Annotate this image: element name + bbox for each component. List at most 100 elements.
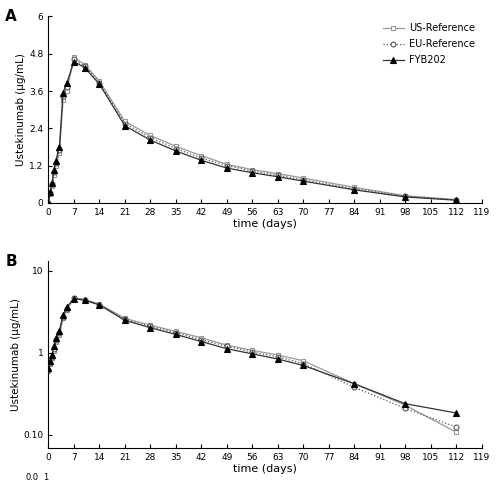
FYB202 bbox=[122, 318, 128, 323]
FYB202 bbox=[46, 365, 52, 371]
Line: EU-Reference: EU-Reference bbox=[46, 57, 459, 205]
US-Reference bbox=[198, 335, 204, 341]
EU-Reference bbox=[198, 337, 204, 343]
EU-Reference bbox=[351, 186, 357, 192]
US-Reference bbox=[49, 355, 55, 361]
US-Reference bbox=[51, 348, 57, 354]
FYB202 bbox=[64, 304, 70, 310]
FYB202 bbox=[351, 187, 357, 193]
US-Reference bbox=[71, 55, 77, 60]
US-Reference bbox=[64, 307, 70, 313]
FYB202 bbox=[300, 178, 306, 184]
US-Reference bbox=[96, 78, 102, 84]
US-Reference bbox=[173, 329, 179, 334]
FYB202 bbox=[71, 296, 77, 302]
EU-Reference bbox=[46, 367, 52, 373]
FYB202 bbox=[49, 180, 55, 185]
FYB202 bbox=[148, 137, 154, 143]
EU-Reference bbox=[250, 349, 256, 355]
US-Reference bbox=[402, 402, 408, 408]
EU-Reference bbox=[173, 330, 179, 336]
EU-Reference bbox=[275, 172, 281, 178]
EU-Reference bbox=[122, 317, 128, 322]
FYB202 bbox=[53, 335, 59, 341]
US-Reference bbox=[60, 316, 66, 321]
FYB202 bbox=[250, 351, 256, 357]
US-Reference bbox=[275, 352, 281, 358]
EU-Reference bbox=[224, 343, 230, 349]
EU-Reference bbox=[351, 384, 357, 390]
US-Reference bbox=[53, 339, 59, 345]
EU-Reference bbox=[49, 182, 55, 187]
EU-Reference bbox=[148, 135, 154, 140]
US-Reference bbox=[48, 191, 54, 197]
FYB202 bbox=[224, 346, 230, 352]
FYB202 bbox=[48, 358, 54, 363]
US-Reference bbox=[46, 200, 52, 206]
FYB202 bbox=[453, 197, 459, 203]
FYB202 bbox=[402, 194, 408, 200]
Line: EU-Reference: EU-Reference bbox=[46, 296, 459, 429]
Line: FYB202: FYB202 bbox=[46, 59, 459, 206]
US-Reference bbox=[224, 342, 230, 348]
FYB202 bbox=[96, 81, 102, 87]
FYB202 bbox=[250, 170, 256, 176]
FYB202 bbox=[453, 410, 459, 416]
Text: 0.0: 0.0 bbox=[26, 472, 39, 482]
US-Reference bbox=[56, 150, 62, 156]
EU-Reference bbox=[96, 302, 102, 307]
US-Reference bbox=[351, 184, 357, 190]
FYB202 bbox=[173, 332, 179, 337]
EU-Reference bbox=[402, 194, 408, 199]
EU-Reference bbox=[453, 197, 459, 203]
FYB202 bbox=[51, 167, 57, 173]
EU-Reference bbox=[64, 84, 70, 90]
EU-Reference bbox=[224, 163, 230, 168]
FYB202 bbox=[82, 65, 88, 71]
FYB202 bbox=[224, 165, 230, 171]
FYB202 bbox=[122, 123, 128, 129]
US-Reference bbox=[56, 332, 62, 338]
Legend: US-Reference, EU-Reference, FYB202: US-Reference, EU-Reference, FYB202 bbox=[380, 21, 477, 67]
FYB202 bbox=[96, 302, 102, 308]
X-axis label: time (days): time (days) bbox=[233, 220, 297, 229]
US-Reference bbox=[275, 171, 281, 177]
FYB202 bbox=[48, 189, 54, 195]
EU-Reference bbox=[82, 297, 88, 303]
Text: A: A bbox=[5, 9, 17, 24]
FYB202 bbox=[402, 401, 408, 407]
EU-Reference bbox=[122, 121, 128, 126]
US-Reference bbox=[46, 368, 52, 374]
EU-Reference bbox=[53, 160, 59, 166]
EU-Reference bbox=[48, 190, 54, 196]
EU-Reference bbox=[56, 147, 62, 153]
Line: FYB202: FYB202 bbox=[46, 296, 459, 416]
US-Reference bbox=[51, 172, 57, 178]
US-Reference bbox=[148, 322, 154, 328]
EU-Reference bbox=[49, 354, 55, 360]
US-Reference bbox=[71, 295, 77, 301]
FYB202 bbox=[275, 174, 281, 180]
X-axis label: time (days): time (days) bbox=[233, 464, 297, 474]
Text: B: B bbox=[5, 254, 17, 269]
FYB202 bbox=[82, 298, 88, 303]
US-Reference bbox=[148, 133, 154, 138]
EU-Reference bbox=[96, 80, 102, 86]
EU-Reference bbox=[300, 177, 306, 183]
US-Reference bbox=[224, 162, 230, 167]
FYB202 bbox=[300, 363, 306, 368]
EU-Reference bbox=[56, 330, 62, 336]
EU-Reference bbox=[275, 354, 281, 360]
FYB202 bbox=[275, 356, 281, 362]
US-Reference bbox=[250, 166, 256, 172]
US-Reference bbox=[82, 62, 88, 68]
US-Reference bbox=[351, 381, 357, 387]
FYB202 bbox=[60, 312, 66, 318]
FYB202 bbox=[198, 157, 204, 163]
FYB202 bbox=[173, 148, 179, 154]
EU-Reference bbox=[48, 360, 54, 365]
EU-Reference bbox=[51, 169, 57, 175]
EU-Reference bbox=[250, 168, 256, 174]
EU-Reference bbox=[173, 146, 179, 151]
EU-Reference bbox=[82, 63, 88, 69]
